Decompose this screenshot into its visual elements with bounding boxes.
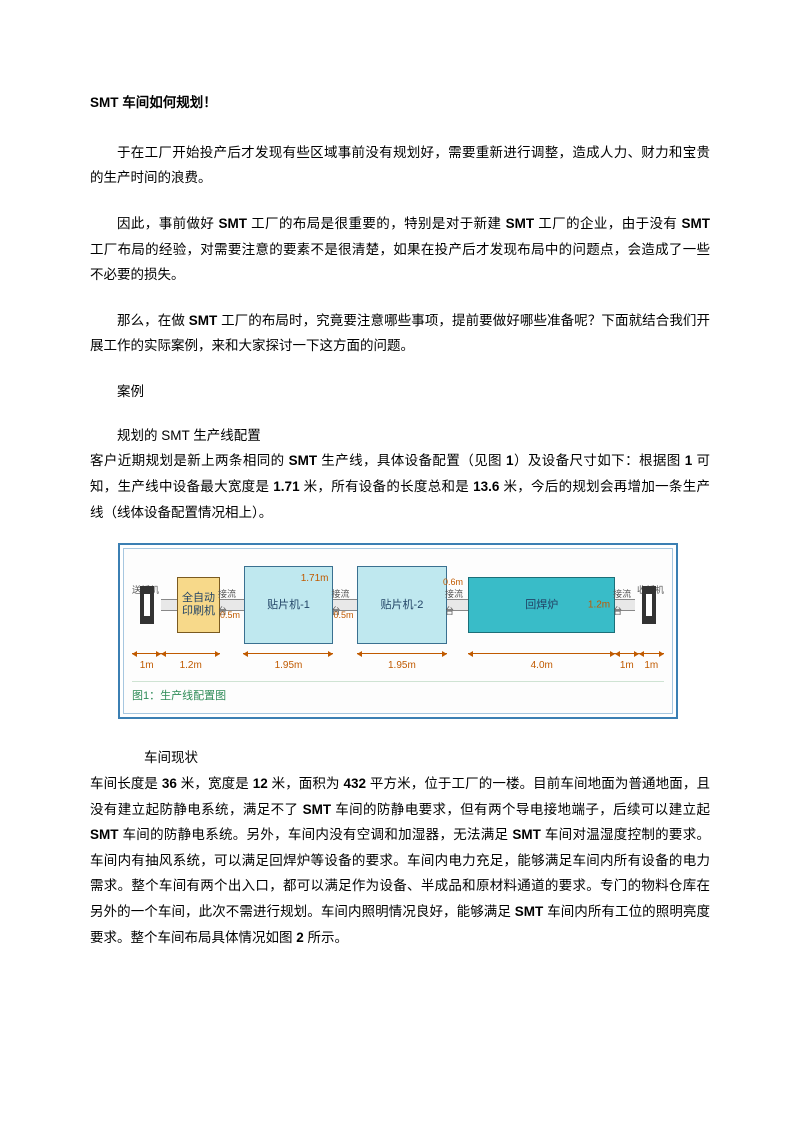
- production-line: 送板机 全自动 印刷机 接流台 0.5m 1.71m 贴片机-1: [132, 561, 664, 649]
- conveyor-4: 接流台: [615, 599, 635, 611]
- printer-line2: 印刷机: [182, 605, 215, 618]
- bold-12: 12: [253, 776, 268, 791]
- stat-b: 米，宽度是: [177, 776, 253, 791]
- connector-1: [161, 599, 177, 611]
- stat-c: 米，面积为: [268, 776, 344, 791]
- conveyor-2: 接流台 0.5m: [333, 599, 356, 611]
- bold-432: 432: [344, 776, 367, 791]
- p2-c: 工厂的企业，由于没有: [534, 216, 681, 231]
- bold-smt: SMT: [189, 313, 218, 328]
- cfg-c: ）及设备尺寸如下：根据图: [514, 453, 685, 468]
- conveyor-1: 接流台 0.5m: [220, 599, 243, 611]
- cfg-e: 米，所有设备的长度总和是: [300, 479, 474, 494]
- mounter2-block: 贴片机-2: [357, 566, 447, 644]
- dim-1m-a: 1m: [132, 653, 161, 675]
- stat-i: 所示。: [304, 930, 348, 945]
- subsection-config: 规划的 SMT 生产线配置: [90, 423, 710, 449]
- dim-1m-b: 1m: [615, 653, 638, 675]
- h171-label: 1.71m: [301, 569, 329, 588]
- stat-f: 车间的防静电系统。另外，车间内没有空调和加湿器，无法满足: [119, 827, 513, 842]
- bold-2: 2: [296, 930, 304, 945]
- stat-a: 车间长度是: [90, 776, 162, 791]
- bold-smt: SMT: [303, 802, 332, 817]
- bold-smt: SMT: [512, 827, 541, 842]
- bold-1: 1: [506, 453, 514, 468]
- paragraph-2: 因此，事前做好 SMT 工厂的布局是很重要的，特别是对于新建 SMT 工厂的企业…: [90, 211, 710, 288]
- stat-e: 车间的防静电要求，但有两个导电接地端子，后续可以建立起: [331, 802, 710, 817]
- conv-label-3: 接流台: [445, 586, 469, 620]
- conv-w-1: 0.5m: [220, 607, 240, 624]
- bold-smt: SMT: [681, 216, 710, 231]
- bold-smt: SMT: [506, 216, 535, 231]
- doc-title: SMT 车间如何规划！: [90, 90, 710, 116]
- conv-label-4: 接流台: [613, 586, 635, 620]
- cfg-b: 生产线，具体设备配置（见图: [317, 453, 506, 468]
- p2-d: 工厂布局的经验，对需要注意的要素不是很清楚，如果在投产后才发现布局中的问题点，会…: [90, 242, 710, 283]
- h12-label: 1.2m: [588, 596, 610, 615]
- oven-label: 回焊炉: [525, 595, 558, 616]
- dim-12m: 1.2m: [161, 653, 220, 675]
- subsection-status: 车间现状: [90, 745, 710, 771]
- cfg-a: 客户近期规划是新上两条相同的: [90, 453, 289, 468]
- p2-a: 因此，事前做好: [117, 216, 219, 231]
- conveyor-3: 0.6m 接流台: [447, 599, 469, 611]
- figure-1: 送板机 全自动 印刷机 接流台 0.5m 1.71m 贴片机-1: [118, 543, 678, 719]
- dim-1m-c: 1m: [639, 653, 664, 675]
- mounter1-block: 1.71m 贴片机-1: [244, 566, 334, 644]
- unloader-block: [642, 586, 656, 624]
- dim-195-b: 1.95m: [357, 653, 447, 675]
- printer-line1: 全自动: [182, 592, 215, 605]
- printer-block: 全自动 印刷机: [177, 577, 220, 633]
- figure-caption: 图1：生产线配置图: [132, 681, 664, 707]
- paragraph-1: 于在工厂开始投产后才发现有些区域事前没有规划好，需要重新进行调整，造成人力、财力…: [90, 140, 710, 191]
- p3-a: 那么，在做: [117, 313, 189, 328]
- mounter1-label: 贴片机-1: [267, 595, 310, 616]
- loader-block: [140, 586, 154, 624]
- section-case: 案例: [90, 379, 710, 405]
- dimension-row: 1m 1.2m 1.95m 1.95m 4.0m 1m 1m: [132, 653, 664, 675]
- oven-block: 回焊炉 1.2m: [468, 577, 615, 633]
- dim-195-a: 1.95m: [243, 653, 333, 675]
- p2-b: 工厂的布局是很重要的，特别是对于新建: [247, 216, 506, 231]
- config-paragraph: 客户近期规划是新上两条相同的 SMT 生产线，具体设备配置（见图 1）及设备尺寸…: [90, 448, 710, 525]
- bold-136: 13.6: [473, 479, 499, 494]
- status-paragraph: 车间长度是 36 米，宽度是 12 米，面积为 432 平方米，位于工厂的一楼。…: [90, 771, 710, 950]
- bold-smt: SMT: [289, 453, 318, 468]
- dim-40: 4.0m: [468, 653, 615, 675]
- figure-canvas: 送板机 全自动 印刷机 接流台 0.5m 1.71m 贴片机-1: [123, 548, 673, 714]
- bold-smt: SMT: [90, 827, 119, 842]
- bold-smt: SMT: [219, 216, 248, 231]
- bold-171: 1.71: [273, 479, 299, 494]
- document-page: SMT 车间如何规划！ 于在工厂开始投产后才发现有些区域事前没有规划好，需要重新…: [0, 0, 800, 1002]
- conv-w-2: 0.5m: [333, 607, 353, 624]
- bold-36: 36: [162, 776, 177, 791]
- bold-smt: SMT: [515, 904, 544, 919]
- mounter2-label: 贴片机-2: [381, 595, 424, 616]
- figure-border: 送板机 全自动 印刷机 接流台 0.5m 1.71m 贴片机-1: [118, 543, 678, 719]
- paragraph-3: 那么，在做 SMT 工厂的布局时，究竟要注意哪些事项，提前要做好哪些准备呢？下面…: [90, 308, 710, 359]
